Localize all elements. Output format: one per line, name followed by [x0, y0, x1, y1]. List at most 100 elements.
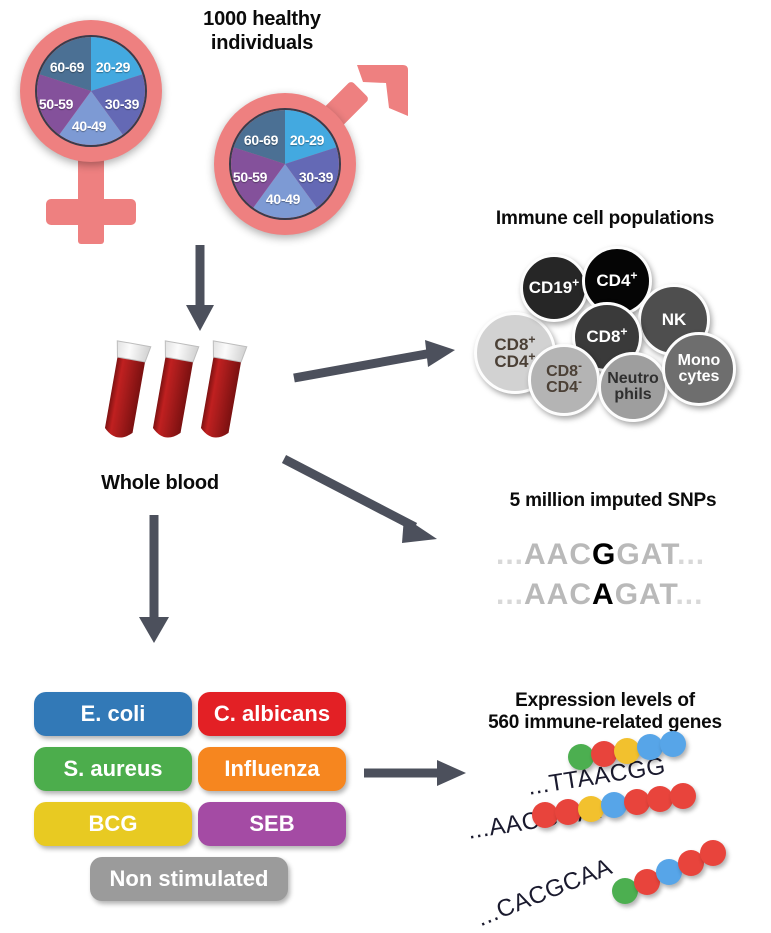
arrow-cohort-to-blood: [180, 245, 220, 335]
pie-slice-30-39: [285, 147, 339, 208]
immune-cell-neutrophils-line1: Neutro: [607, 369, 659, 387]
whole-blood-label: Whole blood: [101, 472, 219, 494]
male-pie-label-30-39: 30-39: [298, 169, 334, 185]
arrow-blood-to-stimuli: [132, 515, 178, 645]
male-pie-label-50-59: 50-59: [232, 169, 268, 185]
stimuli-panel: E. coli C. albicans S. aureus Influenza …: [30, 672, 350, 901]
immune-cell-cd8p-cd4p-line1: CD8+: [494, 332, 536, 354]
nucleotide-bead: [532, 802, 558, 828]
male-gender-symbol: 20-29 30-39 40-49 50-59 60-69: [206, 60, 416, 245]
stimulus-s-aureus-label: S. aureus: [63, 756, 163, 781]
snp-row2-lead: ...: [496, 578, 525, 611]
stimulus-influenza-label: Influenza: [224, 756, 320, 781]
immune-cell-cd19p: CD19+: [520, 254, 588, 322]
male-pie-label-60-69: 60-69: [243, 132, 279, 148]
expression-strand-2: ...AACGGAT: [450, 780, 771, 850]
pie-slice-30-39: [91, 74, 145, 135]
immune-cell-populations-title: Immune cell populations: [495, 208, 715, 229]
pie-slice-20-29: [91, 37, 143, 91]
immune-cell-monocytes-line1: Mono: [677, 351, 721, 369]
stimulus-e-coli-label: E. coli: [80, 701, 146, 726]
pie-slice-40-49: [59, 91, 123, 145]
pie-slice-40-49: [253, 164, 317, 218]
blood-tube-3: [200, 340, 248, 438]
snp-row2-variant: A: [592, 578, 615, 611]
nucleotide-bead: [634, 868, 660, 895]
immune-cell-nk-label: NK: [661, 310, 687, 330]
female-pie-svg: [37, 37, 145, 145]
immune-cell-monocytes: Mono cytes: [662, 332, 736, 406]
nucleotide-bead: [678, 849, 704, 876]
female-symbol-stem: [78, 148, 104, 244]
arrow-blood-to-immune-cells: [292, 330, 467, 390]
female-pie-label-20-29: 20-29: [95, 59, 131, 75]
nucleotide-bead: [700, 840, 726, 866]
expression-title-line1: Expression levels of: [515, 690, 695, 711]
snp-row2-prefix: AAC: [524, 578, 593, 611]
stimulus-s-aureus[interactable]: S. aureus: [34, 747, 192, 791]
female-pie-label-60-69: 60-69: [49, 59, 85, 75]
nucleotide-bead: [647, 786, 673, 812]
expression-title: Expression levels of 560 immune-related …: [450, 690, 760, 735]
snp-row1-trail: ...: [677, 538, 706, 571]
stimulus-non-stimulated-label: Non stimulated: [109, 866, 269, 891]
stimulus-bcg[interactable]: BCG: [34, 802, 192, 846]
immune-cell-cd8n-cd4n: CD8- CD4-: [528, 344, 600, 416]
immune-cell-cluster: CD8+ CD4+ CD19+ CD4+ NK CD8+ CD8- CD4- Neu…: [450, 240, 760, 422]
nucleotide-bead: [568, 744, 594, 770]
snps-title: 5 million imputed SNPs: [509, 490, 717, 511]
pie-slice-50-59: [37, 74, 91, 135]
immune-cell-cd4p-label: CD4+: [596, 268, 638, 291]
nucleotide-bead: [578, 795, 604, 822]
stimulus-e-coli[interactable]: E. coli: [34, 692, 192, 736]
blood-tube-2: [152, 340, 200, 438]
expression-strands: ...TTAACGG ...AACGGAT ...CACGCAA: [450, 731, 771, 932]
cohort-section: 1000 healthy individuals 20-29 30-39 40-…: [0, 0, 440, 250]
pie-slice-60-69: [233, 110, 285, 164]
arrow-blood-to-snps: [281, 455, 457, 555]
male-pie-label-40-49: 40-49: [265, 191, 301, 207]
cohort-title-line1: 1000 healthy: [203, 8, 321, 30]
expression-strand-3: ...CACGCAA: [450, 828, 771, 932]
stimulus-seb[interactable]: SEB: [198, 802, 346, 846]
female-age-pie-chart: [35, 35, 147, 147]
nucleotide-bead: [591, 740, 617, 767]
female-pie-label-40-49: 40-49: [71, 118, 107, 134]
female-pie-label-50-59: 50-59: [38, 96, 74, 112]
arrow-stimuli-to-expression: [362, 752, 472, 794]
expression-title-line2: 560 immune-related genes: [488, 712, 722, 734]
pie-slice-20-29: [285, 110, 337, 164]
immune-cell-cd8n-cd4n-line2: CD4-: [546, 376, 582, 396]
nucleotide-bead: [670, 782, 696, 809]
immune-cell-cd8p-cd4p-line2: CD4+: [494, 349, 536, 371]
snp-row1-prefix: AAC: [524, 538, 593, 571]
stimulus-c-albicans[interactable]: C. albicans: [198, 692, 346, 736]
nucleotide-bead: [612, 878, 638, 904]
expression-strand-3-sequence: ...CACGCAA: [472, 853, 617, 933]
stimulus-c-albicans-label: C. albicans: [213, 701, 331, 726]
nucleotide-bead: [624, 789, 650, 816]
nucleotide-bead: [656, 859, 682, 885]
immune-cell-cd8n-cd4n-line1: CD8-: [546, 360, 582, 380]
pie-slice-50-59: [231, 147, 285, 208]
immune-cell-cd8p-label: CD8+: [586, 324, 628, 347]
snp-row1-lead: ...: [496, 538, 525, 571]
cohort-title: 1000 healthy individuals: [168, 8, 356, 55]
stimulus-seb-label: SEB: [249, 811, 295, 836]
nucleotide-bead: [614, 737, 640, 764]
cohort-title-line2: individuals: [210, 31, 314, 54]
immune-cell-cd19p-label: CD19+: [528, 275, 580, 298]
snp-row1-suffix: GAT: [616, 538, 678, 571]
immune-cell-neutrophils-line2: phils: [614, 386, 652, 403]
stimulus-influenza[interactable]: Influenza: [198, 747, 346, 791]
male-pie-svg: [231, 110, 339, 218]
snp-row2-suffix: GAT: [614, 578, 676, 611]
stimulus-non-stimulated[interactable]: Non stimulated: [90, 857, 288, 901]
male-age-pie-chart: [229, 108, 341, 220]
snp-row1-variant: G: [592, 538, 617, 571]
nucleotide-bead: [660, 731, 686, 758]
female-gender-symbol: 20-29 30-39 40-49 50-59 60-69: [12, 18, 202, 244]
snp-row2-trail: ...: [675, 578, 704, 611]
stimulus-bcg-label: BCG: [88, 811, 138, 836]
female-symbol-crossbar: [46, 199, 136, 225]
